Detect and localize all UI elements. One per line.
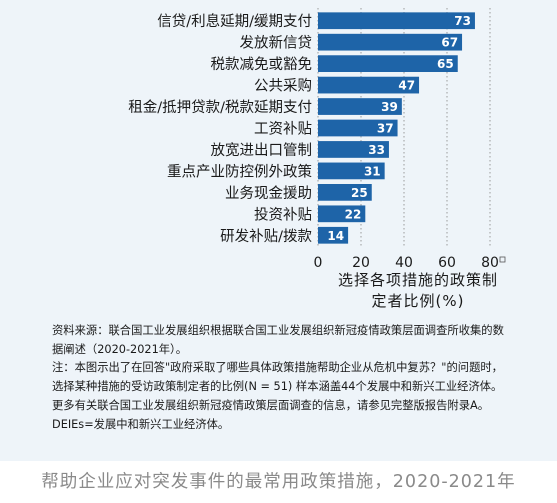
category-label-1: 信贷/利息延期/缓期支付: [157, 13, 312, 30]
bar-1: [318, 12, 475, 30]
category-label-8: 重点产业防控例外政策: [167, 163, 312, 180]
bar-5: [318, 98, 402, 115]
x-tick-80: 80: [481, 255, 499, 271]
chart-panel: 73 信贷/利息延期/缓期支付 67 发放新信贷 65 税款减免或豁免 47 公共采购 39 租金…: [0, 0, 557, 461]
value-label-9: 25: [351, 186, 368, 200]
bar-7: [318, 141, 389, 158]
value-label-5: 39: [381, 100, 398, 114]
bar-3: [318, 55, 458, 73]
bar-9: [318, 183, 372, 201]
bar-chart: 73 信贷/利息延期/缓期支付 67 发放新信贷 65 税款减免或豁免 47 公共采购 39 租金…: [128, 8, 506, 271]
category-label-10: 投资补贴: [254, 206, 312, 223]
x-tick-0: 0: [314, 255, 323, 271]
category-label-7: 放宽进出口管制: [211, 142, 313, 159]
bar-6: [318, 119, 398, 137]
category-label-11: 研发补贴/拨款: [220, 228, 312, 245]
value-label-7: 33: [368, 143, 385, 157]
x-tick-20: 20: [352, 255, 370, 271]
value-label-1: 73: [454, 14, 471, 28]
category-label-4: 公共采购: [254, 78, 312, 95]
value-label-6: 37: [377, 122, 394, 136]
x-tick-60: 60: [438, 255, 456, 271]
value-label-2: 67: [441, 36, 458, 50]
category-label-6: 工资补贴: [254, 121, 312, 138]
value-label-8: 31: [364, 164, 381, 178]
source-note: 资料来源：联合国工业发展组织根据联合国工业发展组织新冠疫情政策层面调查所收集的数…: [52, 324, 504, 431]
figure-caption: 帮助企业应对突发事件的最常用政策措施，2020-2021年: [41, 472, 516, 492]
bar-4: [318, 76, 420, 94]
value-label-11: 14: [327, 229, 344, 243]
x-tick-40: 40: [395, 255, 413, 271]
category-label-5: 租金/抵押贷款/税款延期支付: [128, 99, 312, 116]
category-label-2: 发放新信贷: [240, 35, 313, 52]
value-label-4: 47: [398, 79, 415, 93]
x-axis-label: 选择各项措施的政策制定者比例(%): [338, 271, 499, 310]
bar-8: [318, 162, 385, 180]
category-label-3: 税款减免或豁免: [211, 56, 313, 73]
value-label-3: 65: [437, 57, 454, 71]
bar-2: [318, 33, 463, 51]
value-label-10: 22: [345, 207, 362, 221]
bar-10: [318, 205, 366, 223]
category-label-9: 业务现金援助: [225, 185, 312, 202]
bar-11: [318, 226, 349, 244]
axis-end-marker: [499, 256, 506, 263]
